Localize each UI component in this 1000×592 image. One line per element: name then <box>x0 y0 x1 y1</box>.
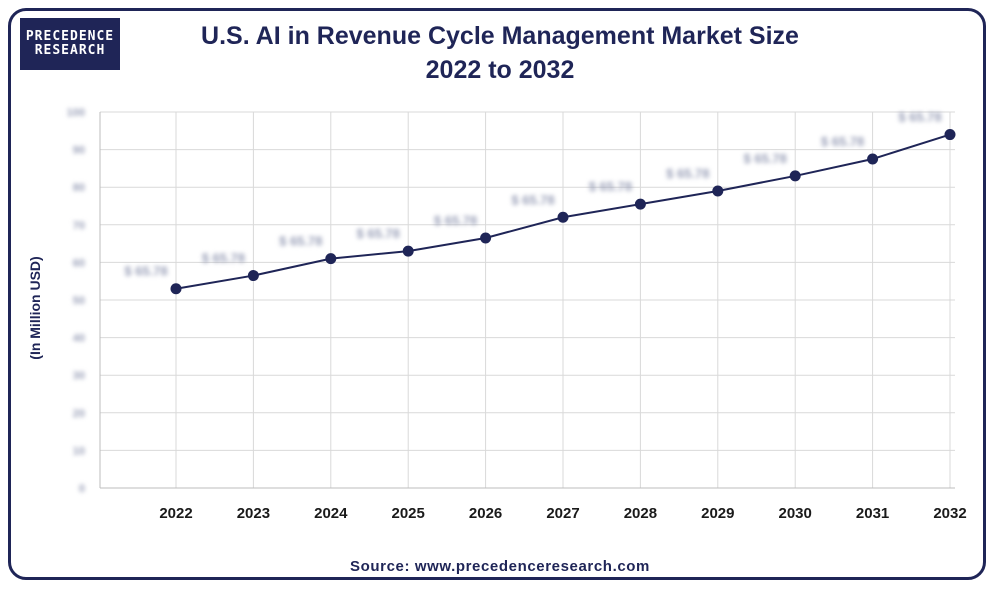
y-tick-label: 30 <box>73 370 85 382</box>
x-tick-label: 2030 <box>779 505 812 522</box>
y-tick-label: 100 <box>67 107 85 119</box>
x-tick-label: 2022 <box>159 505 192 522</box>
brand-logo-line1: PRECEDENCE <box>25 29 115 45</box>
data-label: $ 65.78 <box>589 179 632 194</box>
data-label: $ 65.78 <box>434 213 477 228</box>
x-tick-label: 2024 <box>314 505 348 522</box>
data-label: $ 65.78 <box>744 151 787 166</box>
brand-logo-line2: RESEARCH <box>34 43 106 58</box>
data-point <box>712 185 724 197</box>
data-label: $ 65.78 <box>202 251 245 266</box>
data-label: $ 65.78 <box>898 110 941 125</box>
x-tick-label: 2026 <box>469 505 502 522</box>
x-tick-label: 2025 <box>392 505 425 522</box>
data-label: $ 65.78 <box>279 234 322 249</box>
y-tick-label: 70 <box>73 220 85 232</box>
x-tick-label: 2031 <box>856 505 889 522</box>
data-label: $ 65.78 <box>821 134 864 149</box>
x-tick-label: 2032 <box>933 505 966 522</box>
data-point <box>247 270 259 282</box>
y-tick-label: 0 <box>79 483 85 495</box>
data-point <box>944 129 956 141</box>
data-point <box>170 283 182 295</box>
data-point <box>634 198 646 210</box>
x-tick-label: 2023 <box>237 505 270 522</box>
data-label: $ 65.78 <box>511 192 554 207</box>
brand-logo: PRECEDENCE RESEARCH <box>20 18 120 70</box>
y-tick-label: 60 <box>73 257 85 269</box>
x-tick-label: 2028 <box>624 505 657 522</box>
data-label: $ 65.78 <box>357 226 400 241</box>
y-tick-label: 40 <box>73 333 85 345</box>
y-tick-label: 90 <box>73 145 85 157</box>
data-point <box>867 153 879 165</box>
data-label: $ 65.78 <box>666 166 709 181</box>
chart-title-line1: U.S. AI in Revenue Cycle Management Mark… <box>201 22 799 50</box>
data-point <box>480 232 492 244</box>
y-tick-label: 20 <box>73 408 85 420</box>
x-tick-label: 2027 <box>546 505 579 522</box>
chart-frame <box>8 8 986 580</box>
data-point <box>325 253 337 265</box>
data-point <box>402 245 414 257</box>
y-tick-label: 10 <box>73 445 85 457</box>
data-label: $ 65.78 <box>124 264 167 279</box>
data-point <box>789 170 801 182</box>
chart-title-line2: 2022 to 2032 <box>425 55 575 84</box>
y-tick-label: 50 <box>73 295 85 307</box>
chart-title: U.S. AI in Revenue Cycle Management Mark… <box>0 20 1000 88</box>
y-tick-label: 80 <box>73 182 85 194</box>
source-note: Source: www.precedenceresearch.com <box>350 558 650 575</box>
data-point <box>557 211 569 223</box>
x-tick-label: 2029 <box>701 505 734 522</box>
